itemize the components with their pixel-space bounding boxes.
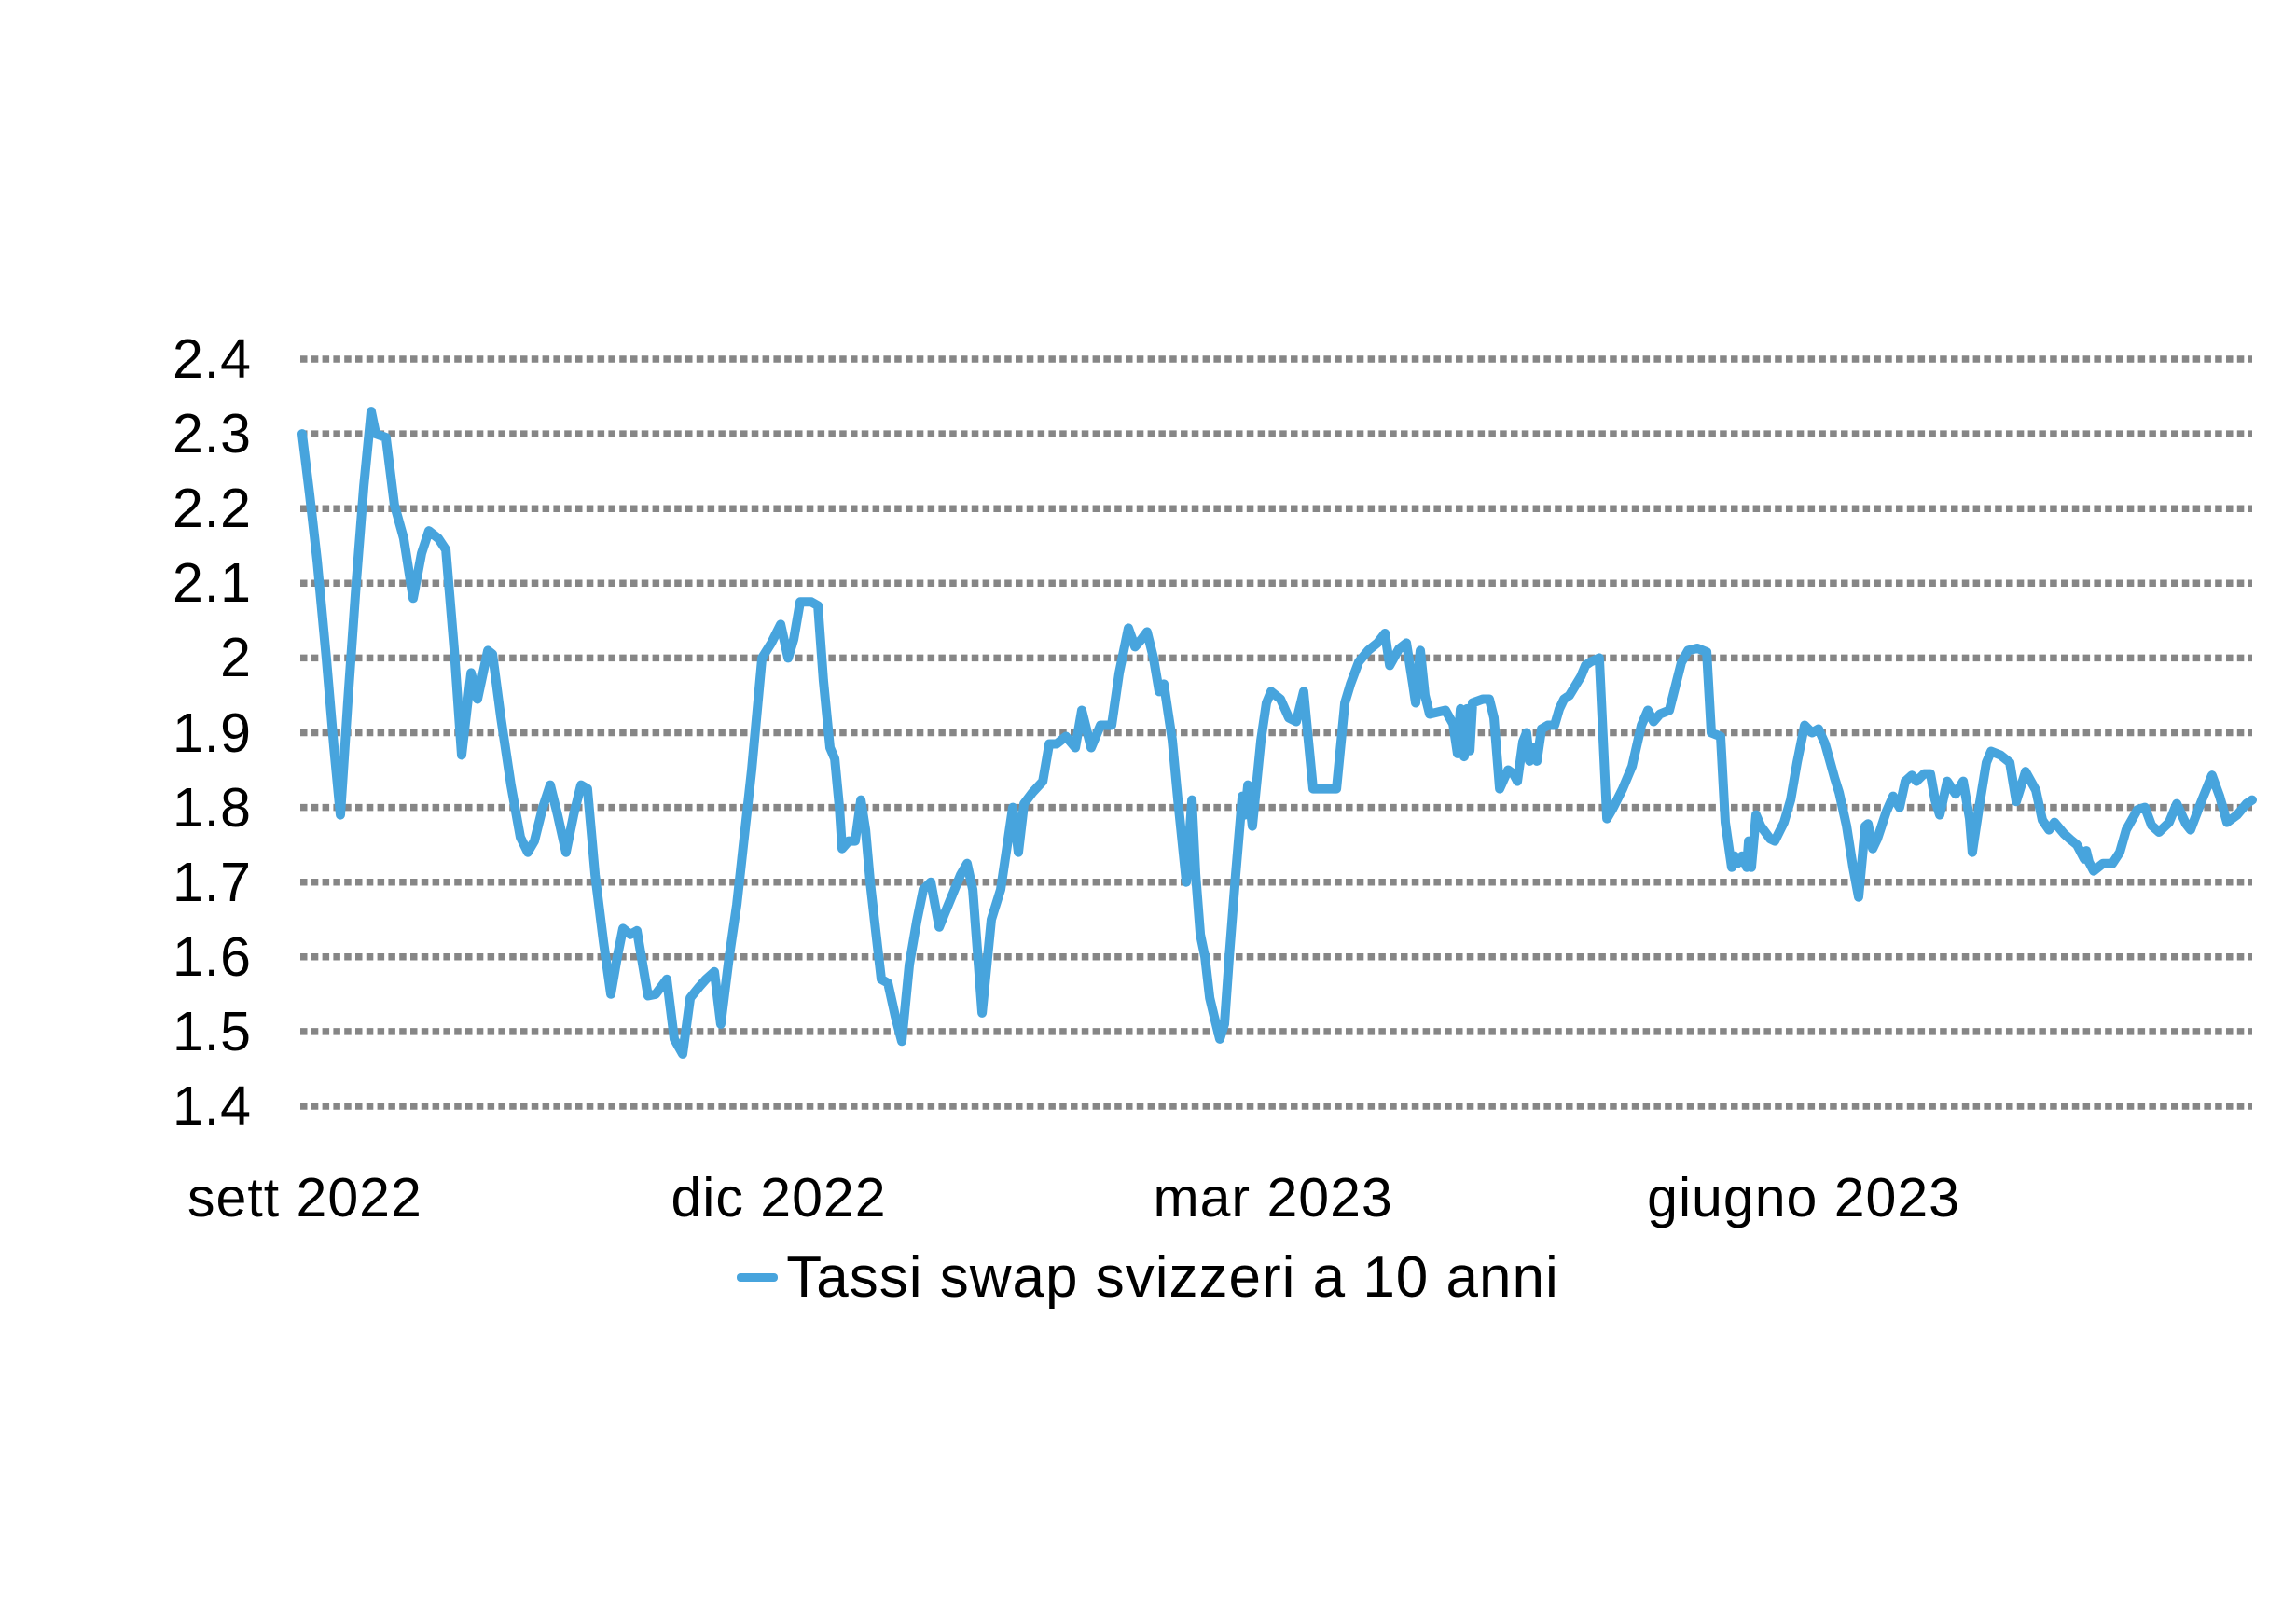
y-tick-label: 2.1 — [172, 552, 252, 615]
y-tick-label: 1.7 — [172, 851, 252, 913]
x-tick-label: mar 2023 — [1153, 1167, 1393, 1228]
legend-label: Tassi swap svizzeri a 10 anni — [786, 1244, 1559, 1310]
x-tick-label: dic 2022 — [671, 1167, 887, 1228]
y-tick-label: 2.2 — [172, 478, 252, 540]
series-line — [297, 407, 2257, 1059]
x-tick-label: giugno 2023 — [1647, 1167, 1960, 1228]
y-tick-label: 2.4 — [172, 328, 252, 390]
legend-line-marker — [737, 1272, 779, 1282]
legend: Tassi swap svizzeri a 10 anni — [0, 1241, 2296, 1313]
x-tick-label: sett 2022 — [187, 1167, 422, 1228]
y-tick-label: 1.4 — [172, 1076, 252, 1137]
y-tick-label: 2.3 — [172, 403, 252, 465]
y-tick-label: 2 — [220, 627, 252, 689]
y-tick-label: 1.8 — [172, 776, 252, 839]
y-tick-label: 1.5 — [172, 1000, 252, 1062]
y-tick-label: 1.9 — [172, 701, 252, 764]
y-tick-label: 1.6 — [172, 925, 252, 988]
